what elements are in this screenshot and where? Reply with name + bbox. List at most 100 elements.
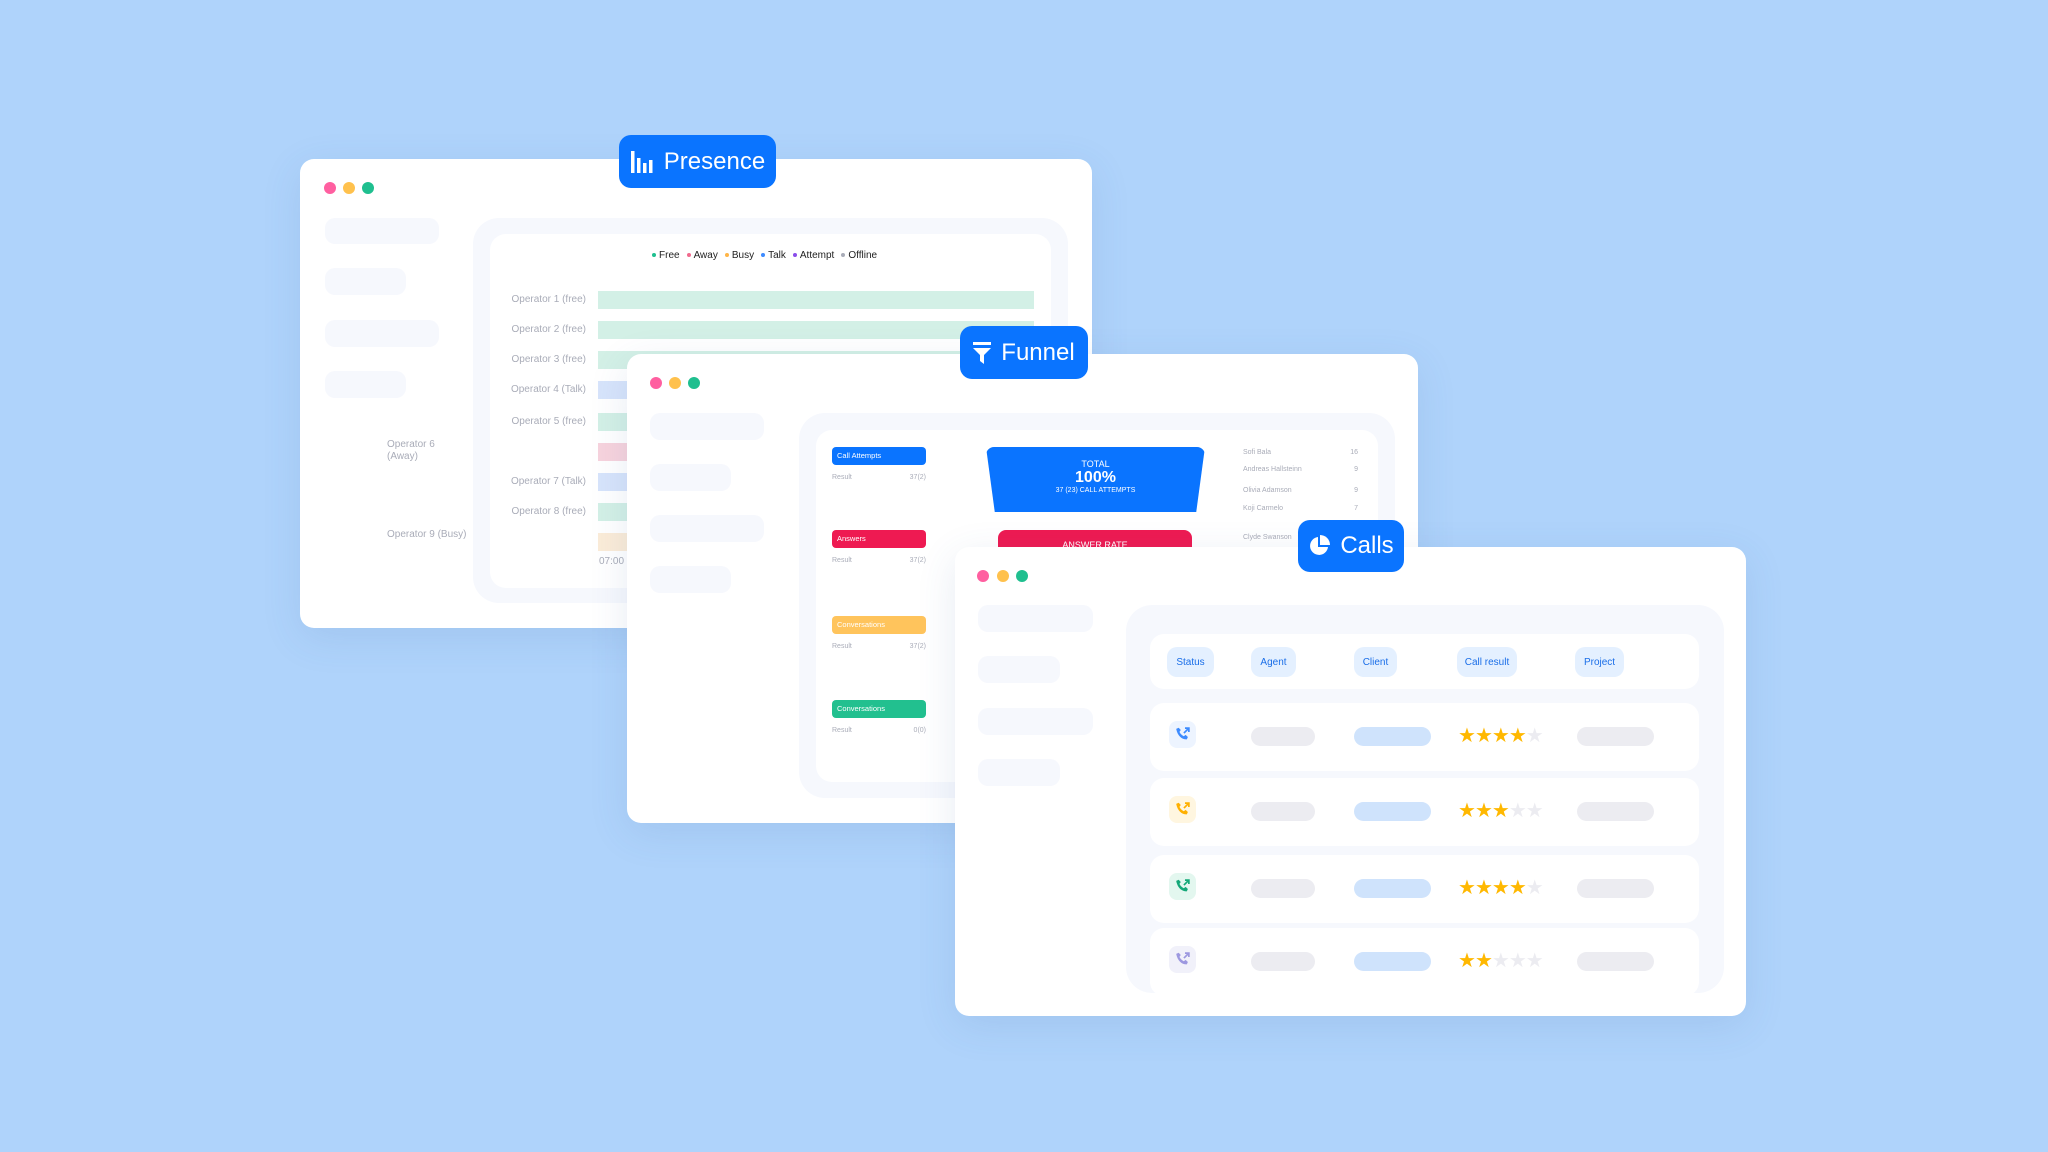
minimize-dot[interactable] — [343, 182, 355, 194]
agent-row: Sofi Bala 16 — [1243, 449, 1358, 456]
funnel-badge[interactable]: Funnel — [960, 326, 1088, 379]
agent-placeholder — [1251, 952, 1315, 971]
operator-label: Operator 2 (free) — [511, 324, 586, 335]
agent-row: Koji Carmelo 7 — [1243, 505, 1358, 512]
call-status — [1169, 721, 1196, 748]
stage-result: Result 37(2) — [832, 643, 926, 650]
call-row[interactable]: ★★★★★ — [1150, 855, 1699, 923]
minimize-dot[interactable] — [669, 377, 681, 389]
result-value: 37(2) — [909, 643, 926, 650]
result-value: 37(2) — [909, 474, 926, 481]
result-value: 0(0) — [913, 727, 926, 734]
presence-badge-label: Presence — [663, 147, 766, 175]
legend-label: Talk — [768, 250, 786, 261]
bar-chart-icon — [630, 150, 653, 173]
operator-bar — [598, 291, 1034, 309]
star-filled-icon: ★ — [1458, 725, 1476, 747]
star-empty-icon: ★ — [1525, 800, 1544, 822]
result-label: Result — [832, 474, 852, 481]
agent-value: 7 — [1354, 505, 1358, 512]
close-dot[interactable] — [977, 570, 989, 582]
agent-placeholder — [1251, 727, 1315, 746]
outgoing-call-icon — [1176, 727, 1190, 740]
star-filled-icon: ★ — [1508, 725, 1527, 747]
call-rating: ★★★★★ — [1458, 877, 1544, 899]
star-filled-icon: ★ — [1474, 725, 1493, 747]
stage-result: Result 0(0) — [832, 727, 926, 734]
total-title: TOTAL — [1081, 459, 1110, 469]
call-row[interactable]: ★★★★★ — [1150, 778, 1699, 846]
star-filled-icon: ★ — [1474, 800, 1493, 822]
operator-label: Operator 9 (Busy) — [387, 529, 467, 540]
client-placeholder — [1354, 802, 1431, 821]
agent-value: 9 — [1354, 466, 1358, 473]
pie-chart-icon — [1310, 535, 1331, 555]
legend-item: Free — [652, 250, 680, 261]
legend-label: Busy — [731, 250, 755, 261]
legend-dot — [761, 253, 766, 258]
column-client[interactable]: Client — [1354, 647, 1397, 677]
star-filled-icon: ★ — [1474, 950, 1493, 972]
call-status — [1169, 946, 1196, 973]
sidebar-placeholder — [978, 708, 1093, 735]
star-filled-icon: ★ — [1458, 950, 1476, 972]
legend-label: Away — [693, 250, 718, 261]
legend-label: Offline — [848, 250, 878, 261]
star-filled-icon: ★ — [1491, 800, 1510, 822]
calls-badge-label: Calls — [1340, 532, 1394, 559]
agent-value: 16 — [1350, 449, 1358, 456]
call-status — [1169, 873, 1196, 900]
operator-label: Operator 8 (free) — [511, 506, 586, 517]
stage-result: Result 37(2) — [832, 557, 926, 564]
call-row[interactable]: ★★★★★ — [1150, 928, 1699, 996]
call-rating: ★★★★★ — [1458, 950, 1544, 972]
sidebar-placeholder — [325, 371, 406, 398]
client-placeholder — [1354, 727, 1431, 746]
sidebar-placeholder — [978, 759, 1060, 786]
funnel-stage[interactable]: Call Attempts — [832, 447, 926, 465]
legend-dot — [724, 253, 729, 258]
presence-badge[interactable]: Presence — [619, 135, 776, 188]
agent-name: Andreas Hallsteinn — [1243, 466, 1302, 473]
funnel-stage[interactable]: Conversations — [832, 700, 926, 718]
maximize-dot[interactable] — [1016, 570, 1028, 582]
column-status[interactable]: Status — [1167, 647, 1214, 677]
time-tick: 07:00 — [599, 556, 625, 567]
outgoing-call-icon — [1176, 952, 1190, 965]
star-filled-icon: ★ — [1508, 877, 1527, 899]
star-empty-icon: ★ — [1508, 950, 1527, 972]
minimize-dot[interactable] — [997, 570, 1009, 582]
maximize-dot[interactable] — [362, 182, 374, 194]
operator-label: Operator 5 (free) — [511, 416, 586, 427]
agent-row: Olivia Adamson 9 — [1243, 487, 1358, 494]
legend-label: Attempt — [799, 250, 835, 261]
close-dot[interactable] — [650, 377, 662, 389]
close-dot[interactable] — [324, 182, 336, 194]
call-row[interactable]: ★★★★★ — [1150, 703, 1699, 771]
column-project[interactable]: Project — [1575, 647, 1624, 677]
outgoing-call-icon — [1176, 879, 1190, 892]
star-filled-icon: ★ — [1491, 877, 1510, 899]
project-placeholder — [1577, 802, 1654, 821]
maximize-dot[interactable] — [688, 377, 700, 389]
call-rating: ★★★★★ — [1458, 800, 1544, 822]
total-percent: 100% — [1075, 469, 1116, 486]
funnel-stage[interactable]: Conversations — [832, 616, 926, 634]
sidebar-placeholder — [650, 464, 731, 491]
column-agent[interactable]: Agent — [1251, 647, 1296, 677]
agent-placeholder — [1251, 879, 1315, 898]
legend-dot — [652, 253, 656, 258]
sidebar-placeholder — [650, 566, 731, 593]
column-call-result[interactable]: Call result — [1457, 647, 1517, 677]
funnel-stage[interactable]: Answers — [832, 530, 926, 548]
agent-name: Clyde Swanson — [1243, 534, 1292, 541]
legend-item: Talk — [761, 250, 786, 261]
operator-label: Operator 4 (Talk) — [510, 384, 586, 395]
result-label: Result — [832, 557, 852, 564]
star-empty-icon: ★ — [1525, 877, 1544, 899]
legend-dot — [792, 253, 797, 258]
legend-item: Offline — [841, 250, 877, 261]
calls-badge[interactable]: Calls — [1298, 520, 1404, 572]
result-label: Result — [832, 727, 852, 734]
agent-placeholder — [1251, 802, 1315, 821]
